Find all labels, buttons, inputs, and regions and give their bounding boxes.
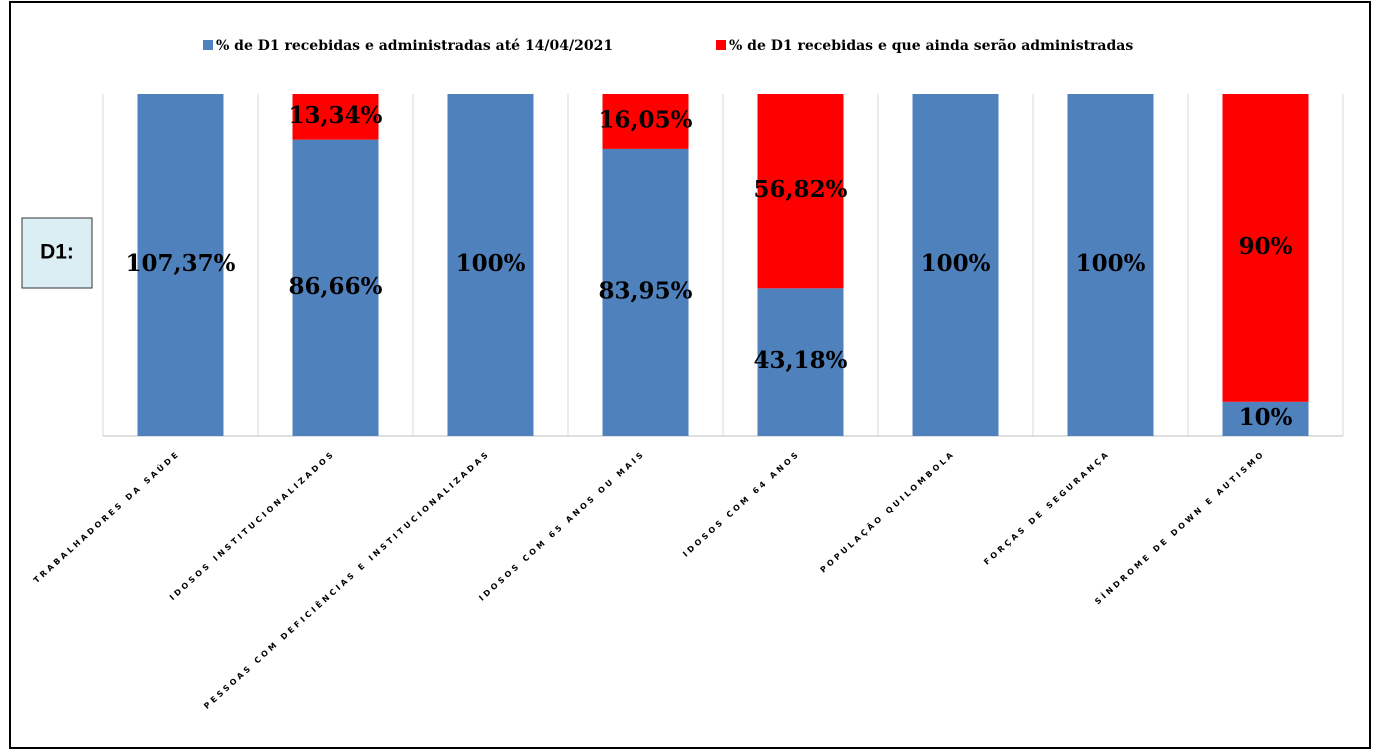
legend-swatch [203, 40, 213, 50]
bar-segment [1222, 401, 1309, 436]
legend-label: % de D1 recebidas e administradas até 14… [216, 38, 613, 54]
annotation: D1: [40, 241, 74, 264]
bar-segment [602, 94, 689, 149]
data-label: 90% [1239, 233, 1293, 260]
data-label: 10% [1239, 404, 1293, 431]
data-label: 83,95% [599, 277, 693, 304]
data-label: 100% [456, 250, 526, 277]
bar-segment [757, 94, 844, 289]
data-label: 13,34% [289, 102, 383, 129]
bar-segment [912, 94, 999, 436]
legend-label: % de D1 recebidas e que ainda serão admi… [729, 37, 1133, 54]
data-label: 56,82% [754, 176, 848, 203]
data-label: 43,18% [754, 347, 848, 374]
bar-segment [292, 139, 379, 436]
legend-swatch [716, 40, 726, 50]
bar-segment [757, 288, 844, 436]
bar-segment [447, 94, 534, 436]
bar-segment [602, 148, 689, 437]
bar-segment [137, 94, 224, 436]
data-label: 86,66% [289, 273, 383, 300]
data-label: 16,05% [599, 106, 693, 133]
data-label: 100% [1076, 250, 1146, 277]
bar-segment [1067, 94, 1154, 436]
bar-segment [292, 94, 379, 140]
data-label: 107,37% [126, 250, 236, 277]
annotation-box [21, 217, 93, 289]
data-label: 100% [921, 250, 991, 277]
bar-segment [1222, 94, 1309, 402]
